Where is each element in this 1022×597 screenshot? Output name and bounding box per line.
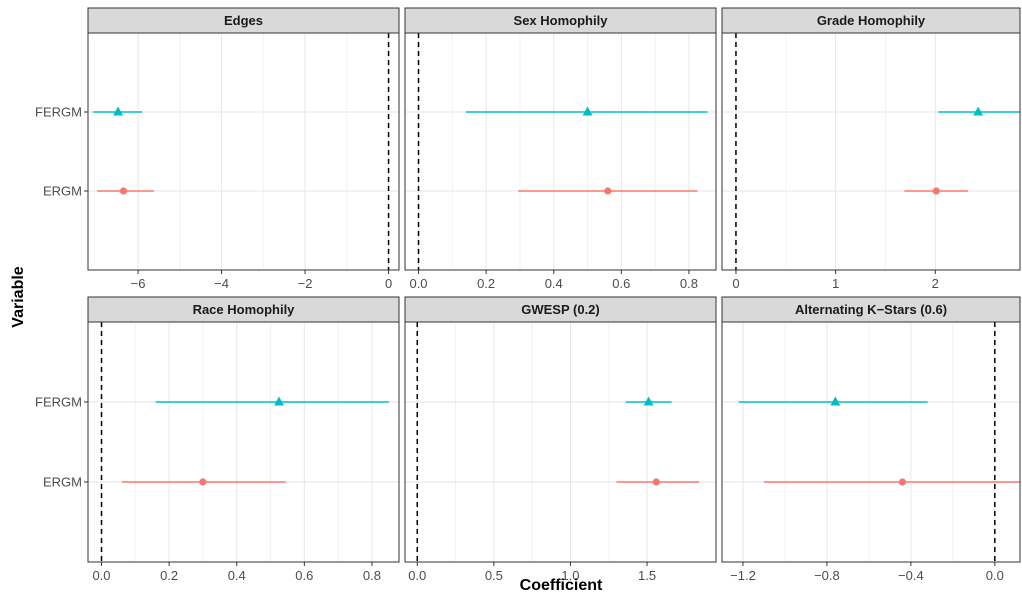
x-tick-label: −1.2 [730, 568, 756, 583]
x-tick-label: 0.2 [477, 276, 495, 291]
panel-title: Edges [224, 13, 263, 28]
facet-panels: Edges −6 −4 −2 0 FERGM ERGM Sex Homophily 0.0 0.2… [35, 7, 1021, 583]
x-tick-label: −6 [131, 276, 146, 291]
x-tick-label: 0.4 [228, 568, 246, 583]
x-tick-label: 1.5 [638, 568, 656, 583]
panel-race-homophily: Race Homophily 0.0 0.2 0.4 0.6 0.8 FERGM ERGM [35, 296, 400, 583]
x-tick-label: −0.4 [898, 568, 924, 583]
x-tick-label: 0.0 [92, 568, 110, 583]
panel-border [721, 32, 1021, 271]
x-tick-label: 0.0 [408, 568, 426, 583]
estimate-point-fergm [830, 396, 841, 406]
panel-title: GWESP (0.2) [521, 302, 600, 317]
x-tick-label: 0 [732, 276, 739, 291]
x-tick-label: −0.8 [814, 568, 840, 583]
panel-background [88, 322, 399, 562]
panel-gwesp-0-2: GWESP (0.2) 0.0 0.5 1.0 1.5 [404, 296, 717, 583]
x-tick-label: 0.0 [986, 568, 1004, 583]
y-axis-title: Variable [10, 266, 27, 327]
panel-title: Sex Homophily [514, 13, 609, 28]
estimate-point-ergm [932, 187, 940, 195]
estimate-point-fergm [273, 396, 284, 406]
panel-border [721, 321, 1021, 563]
panel-title: Alternating K−Stars (0.6) [795, 302, 947, 317]
estimate-point-ergm [652, 478, 660, 486]
x-tick-label: 2 [932, 276, 939, 291]
x-tick-label: 0.8 [680, 276, 698, 291]
panel-strip [721, 7, 1021, 34]
panel-background [722, 322, 1020, 562]
panel-edges: Edges −6 −4 −2 0 FERGM ERGM [35, 7, 400, 291]
x-tick-label: 1 [832, 276, 839, 291]
panel-title: Race Homophily [193, 302, 296, 317]
panel-border [87, 32, 400, 271]
x-tick-label: −2 [298, 276, 313, 291]
x-tick-label: 0.2 [160, 568, 178, 583]
panel-strip [87, 296, 400, 323]
x-tick-label: −4 [214, 276, 229, 291]
x-tick-label: 0.0 [409, 276, 427, 291]
panel-border [404, 32, 717, 271]
estimate-point-ergm [898, 478, 907, 486]
x-tick-label: 0.8 [363, 568, 381, 583]
x-axis-title: Coefficient [520, 577, 603, 594]
x-tick-label: 0.4 [545, 276, 563, 291]
panel-background [88, 33, 399, 270]
x-tick-label: 0.6 [295, 568, 313, 583]
estimate-point-fergm [973, 106, 984, 116]
panel-background [405, 33, 716, 270]
y-tick-label: FERGM [35, 105, 82, 120]
panel-background [405, 322, 716, 562]
estimate-point-ergm [199, 478, 207, 486]
panel-border [87, 321, 400, 563]
y-tick-label: ERGM [43, 184, 82, 199]
x-tick-label: 0.5 [485, 568, 503, 583]
estimate-point-ergm [119, 187, 128, 195]
panel-sex-homophily: Sex Homophily 0.0 0.2 0.4 0.6 0.8 [404, 7, 717, 291]
panel-background [722, 33, 1020, 270]
x-tick-label: 0.6 [612, 276, 630, 291]
estimate-point-fergm [643, 396, 654, 406]
panel-strip [721, 296, 1021, 323]
panel-strip [404, 296, 717, 323]
panel-border [404, 321, 717, 563]
x-tick-label: 0 [385, 276, 392, 291]
estimate-point-fergm [582, 106, 593, 116]
panel-title: Grade Homophily [817, 13, 926, 28]
panel-alternating-k-stars-0-6: Alternating K−Stars (0.6) −1.2 −0.8 −0.4 0.0 [721, 296, 1021, 583]
panel-grade-homophily: Grade Homophily 0 1 2 [721, 7, 1021, 291]
x-tick-label: 1.0 [561, 568, 579, 583]
y-tick-label: FERGM [35, 395, 82, 410]
estimate-point-fergm [113, 106, 124, 116]
panel-strip [87, 7, 400, 34]
estimate-point-ergm [604, 187, 612, 195]
panel-strip [404, 7, 717, 34]
y-tick-label: ERGM [43, 475, 82, 490]
